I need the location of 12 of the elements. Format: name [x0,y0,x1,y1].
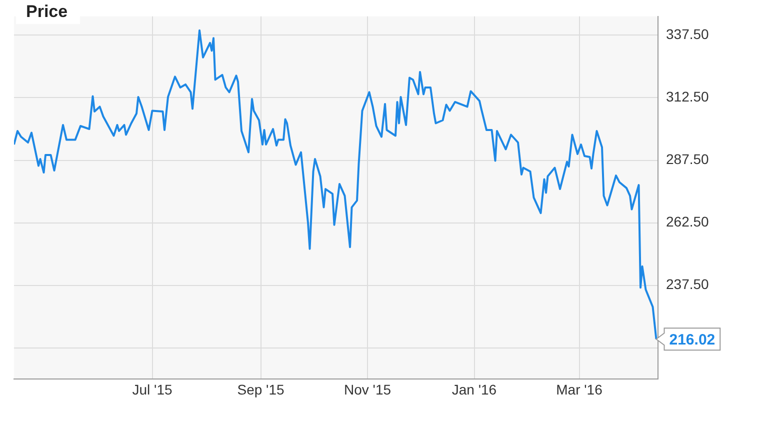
x-tick-label: Sep '15 [237,381,284,398]
chart-title: Price [16,2,80,24]
y-tick-label: 262.50 [666,214,710,230]
y-tick-label: 287.50 [666,151,710,168]
x-tick-label: Jul '15 [132,381,172,398]
y-tick-label: 312.50 [666,88,710,105]
data-label: 216.02 [669,331,716,348]
x-tick-label: Mar '16 [556,381,603,398]
x-tick-label: Jan '16 [452,381,497,398]
y-tick-label: 237.50 [666,276,710,292]
x-tick-label: Nov '15 [344,381,392,398]
y-tick-label: 337.50 [666,26,710,42]
